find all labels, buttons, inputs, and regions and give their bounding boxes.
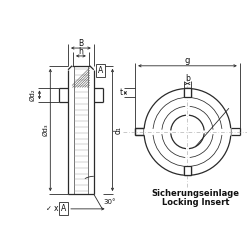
Wedge shape xyxy=(144,128,188,136)
Text: d₁: d₁ xyxy=(114,126,123,134)
Text: h: h xyxy=(78,46,83,56)
Text: 30°: 30° xyxy=(103,199,116,205)
Text: Ød₃: Ød₃ xyxy=(42,124,48,136)
Wedge shape xyxy=(184,132,191,175)
Text: t: t xyxy=(120,88,123,98)
Text: A: A xyxy=(60,204,66,213)
Text: b: b xyxy=(185,74,190,83)
Wedge shape xyxy=(188,128,231,136)
Wedge shape xyxy=(184,88,191,132)
Text: Locking Insert: Locking Insert xyxy=(162,198,229,207)
Text: g: g xyxy=(185,56,190,65)
Bar xyxy=(184,166,191,175)
Text: A: A xyxy=(98,66,103,75)
Bar xyxy=(184,88,191,97)
Text: x: x xyxy=(54,204,58,213)
Text: B: B xyxy=(78,38,84,48)
Text: ✓: ✓ xyxy=(46,206,52,212)
Text: Ød₂: Ød₂ xyxy=(30,88,36,101)
Text: Sicherungseinlage: Sicherungseinlage xyxy=(151,188,239,198)
